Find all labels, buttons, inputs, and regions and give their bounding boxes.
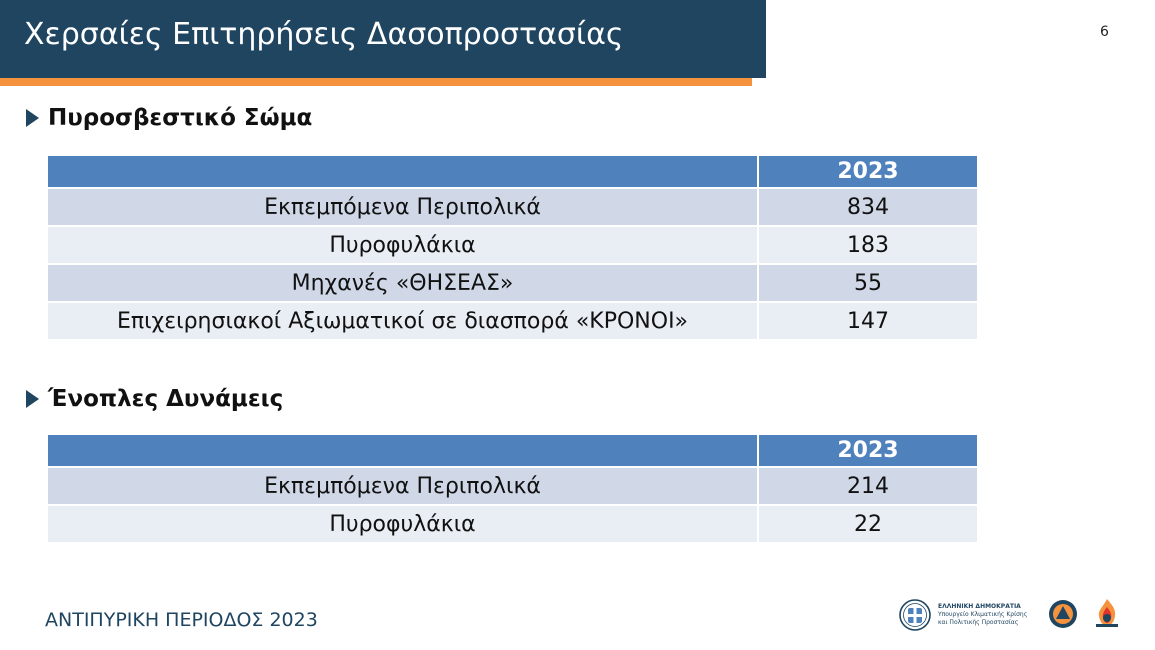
section-label: Ένοπλες Δυνάμεις xyxy=(48,386,284,412)
header-cell-label xyxy=(48,435,759,468)
ministry-line-3: και Πολιτικής Προστασίας xyxy=(938,619,1019,626)
row-label: Επιχειρησιακοί Αξιωματικοί σε διασπορά «… xyxy=(48,302,759,341)
civil-protection-icon xyxy=(1049,600,1077,628)
logos-area: ΕΛΛΗΝΙΚΗ ΔΗΜΟΚΡΑΤΙΑ Υπουργείο Κλιματικής… xyxy=(898,596,1128,640)
table-row: Εκπεμπόμενα Περιπολικά 834 xyxy=(48,188,977,227)
header-cell-year: 2023 xyxy=(758,156,977,189)
row-label: Εκπεμπόμενα Περιπολικά xyxy=(48,467,759,506)
table-header-row: 2023 xyxy=(48,156,977,189)
section-heading-armed-forces: Ένοπλες Δυνάμεις xyxy=(24,386,283,412)
footer-period-label: ΑΝΤΙΠΥΡΙΚΗ ΠΕΡΙΟΔΟΣ 2023 xyxy=(45,609,318,631)
armed-forces-table: 2023 Εκπεμπόμενα Περιπολικά 214 Πυροφυλά… xyxy=(48,435,977,544)
row-value: 22 xyxy=(758,505,977,544)
table-header-row: 2023 xyxy=(48,435,977,468)
table-row: Επιχειρησιακοί Αξιωματικοί σε διασπορά «… xyxy=(48,302,977,341)
greek-emblem-icon xyxy=(899,599,931,631)
table-row: Πυροφυλάκια 22 xyxy=(48,505,977,544)
title-bar: Χερσαίες Επιτηρήσεις Δασοπροστασίας xyxy=(0,0,766,78)
ministry-line-1: ΕΛΛΗΝΙΚΗ ΔΗΜΟΚΡΑΤΙΑ xyxy=(938,603,1021,610)
section-label: Πυροσβεστικό Σώμα xyxy=(48,105,313,131)
row-value: 834 xyxy=(758,188,977,227)
table-row: Πυροφυλάκια 183 xyxy=(48,226,977,265)
fire-service-table: 2023 Εκπεμπόμενα Περιπολικά 834 Πυροφυλά… xyxy=(48,156,977,341)
ministry-text: ΕΛΛΗΝΙΚΗ ΔΗΜΟΚΡΑΤΙΑ Υπουργείο Κλιματικής… xyxy=(938,603,1027,627)
ministry-line-2: Υπουργείο Κλιματικής Κρίσης xyxy=(938,611,1028,618)
section-heading-fire-service: Πυροσβεστικό Σώμα xyxy=(24,105,312,131)
row-label: Μηχανές «ΘΗΣΕΑΣ» xyxy=(48,264,759,303)
header-cell-label xyxy=(48,156,759,189)
row-value: 147 xyxy=(758,302,977,341)
row-label: Εκπεμπόμενα Περιπολικά xyxy=(48,188,759,227)
row-value: 55 xyxy=(758,264,977,303)
arrow-bullet-icon xyxy=(26,390,39,408)
page-number: 6 xyxy=(1100,24,1109,40)
row-value: 183 xyxy=(758,226,977,265)
row-value: 214 xyxy=(758,467,977,506)
title-accent-bar xyxy=(0,78,752,86)
arrow-bullet-icon xyxy=(26,109,39,127)
table-row: Εκπεμπόμενα Περιπολικά 214 xyxy=(48,467,977,506)
row-label: Πυροφυλάκια xyxy=(48,226,759,265)
slide-title: Χερσαίες Επιτηρήσεις Δασοπροστασίας xyxy=(24,17,624,52)
header-cell-year: 2023 xyxy=(758,435,977,468)
fire-service-icon xyxy=(1096,599,1118,627)
table-row: Μηχανές «ΘΗΣΕΑΣ» 55 xyxy=(48,264,977,303)
row-label: Πυροφυλάκια xyxy=(48,505,759,544)
